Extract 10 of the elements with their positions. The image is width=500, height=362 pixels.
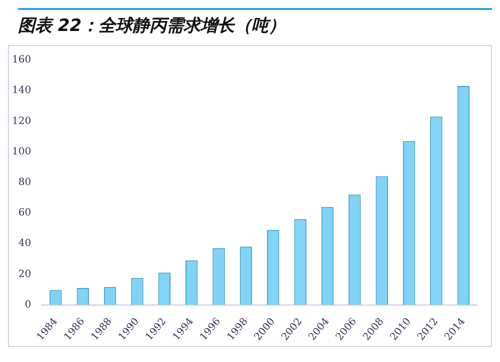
y-tick-label: 120 bbox=[12, 116, 32, 127]
y-tick-label: 80 bbox=[18, 176, 32, 188]
y-tick-label: 40 bbox=[18, 238, 32, 250]
y-tick-label: 0 bbox=[24, 299, 32, 310]
y-tick-label: 60 bbox=[18, 208, 32, 219]
chart-title: 图表 22：全球静丙需求增长（吨） bbox=[18, 8, 492, 37]
y-tick-label: 160 bbox=[12, 54, 32, 66]
y-tick-label: 20 bbox=[18, 268, 32, 280]
y-tick-label: 140 bbox=[12, 85, 32, 96]
y-tick-label: 100 bbox=[12, 146, 32, 158]
